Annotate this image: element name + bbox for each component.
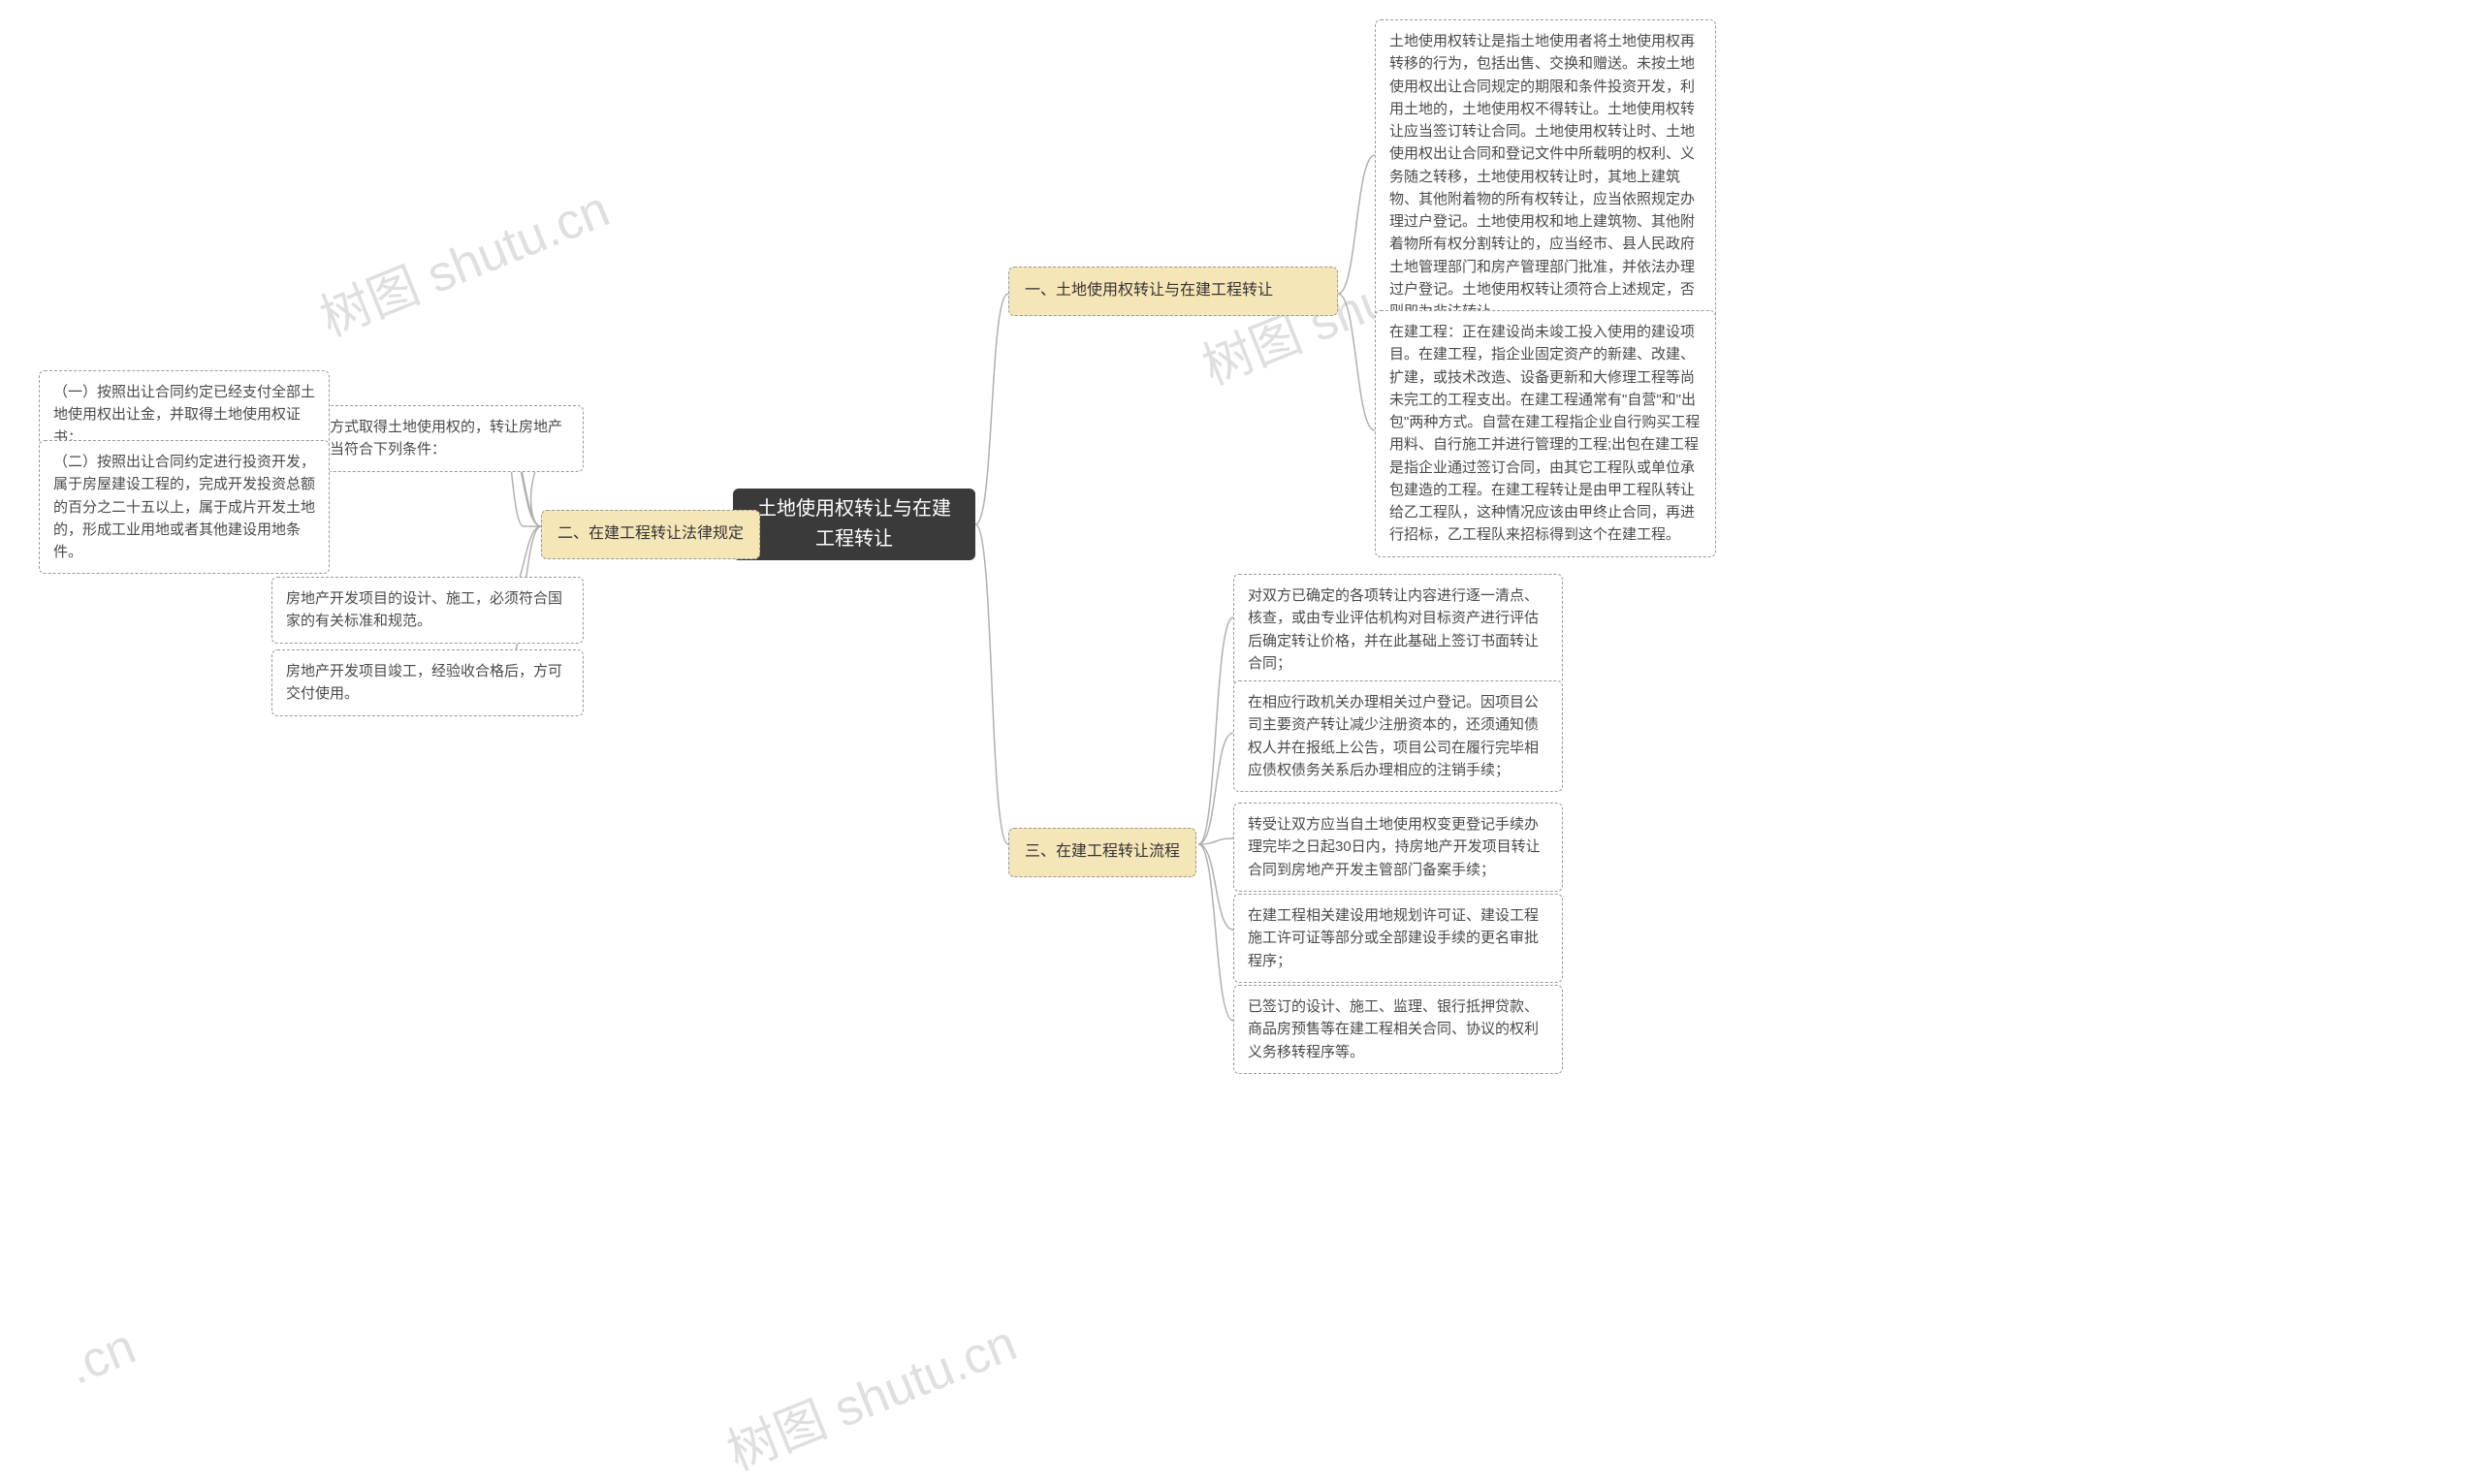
leaf-text: 转受让双方应当自土地使用权变更登记手续办理完毕之日起30日内，持房地产开发项目转…	[1248, 816, 1541, 878]
watermark: 树图 shutu.cn	[307, 169, 618, 351]
watermark: 树图 shutu.cn	[715, 1303, 1025, 1484]
leaf-text: （二）按照出让合同约定进行投资开发，属于房屋建设工程的，完成开发投资总额的百分之…	[53, 454, 315, 560]
leaf-text: 房地产开发项目的设计、施工，必须符合国家的有关标准和规范。	[286, 590, 562, 629]
branch-label: 三、在建工程转让流程	[1025, 843, 1180, 860]
leaf-node[interactable]: （二）按照出让合同约定进行投资开发，属于房屋建设工程的，完成开发投资总额的百分之…	[39, 440, 330, 574]
leaf-node[interactable]: 在相应行政机关办理相关过户登记。因项目公司主要资产转让减少注册资本的，还须通知债…	[1233, 680, 1563, 792]
leaf-text: 对双方已确定的各项转让内容进行逐一清点、核查，或由专业评估机构对目标资产进行评估…	[1248, 587, 1539, 672]
watermark: .cn	[59, 1317, 143, 1397]
branch-label: 一、土地使用权转让与在建工程转让	[1025, 282, 1273, 299]
leaf-node[interactable]: 已签订的设计、施工、监理、银行抵押贷款、商品房预售等在建工程相关合同、协议的权利…	[1233, 985, 1563, 1074]
root-label: 土地使用权转让与在建工程转让	[752, 494, 956, 554]
leaf-text: 在建工程相关建设用地规划许可证、建设工程施工许可证等部分或全部建设手续的更名审批…	[1248, 907, 1539, 969]
leaf-text: 土地使用权转让是指土地使用者将土地使用权再转移的行为，包括出售、交换和赠送。未按…	[1389, 33, 1695, 320]
root-node[interactable]: 土地使用权转让与在建工程转让	[733, 489, 975, 560]
leaf-node[interactable]: 对双方已确定的各项转让内容进行逐一清点、核查，或由专业评估机构对目标资产进行评估…	[1233, 574, 1563, 685]
branch-label: 二、在建工程转让法律规定	[557, 525, 744, 542]
leaf-node[interactable]: 在建工程相关建设用地规划许可证、建设工程施工许可证等部分或全部建设手续的更名审批…	[1233, 894, 1563, 983]
leaf-text: 在相应行政机关办理相关过户登记。因项目公司主要资产转让减少注册资本的，还须通知债…	[1248, 694, 1539, 778]
leaf-text: 房地产开发项目竣工，经验收合格后，方可交付使用。	[286, 663, 562, 702]
leaf-text: 在建工程：正在建设尚未竣工投入使用的建设项目。在建工程，指企业固定资产的新建、改…	[1389, 324, 1700, 543]
leaf-node[interactable]: 房地产开发项目的设计、施工，必须符合国家的有关标准和规范。	[271, 577, 584, 644]
leaf-text: （一）按照出让合同约定已经支付全部土地使用权出让金，并取得土地使用权证书；	[53, 384, 315, 446]
leaf-node[interactable]: 在建工程：正在建设尚未竣工投入使用的建设项目。在建工程，指企业固定资产的新建、改…	[1375, 310, 1716, 557]
leaf-node[interactable]: 土地使用权转让是指土地使用者将土地使用权再转移的行为，包括出售、交换和赠送。未按…	[1375, 19, 1716, 333]
leaf-node[interactable]: 房地产开发项目竣工，经验收合格后，方可交付使用。	[271, 649, 584, 716]
leaf-text: 已签订的设计、施工、监理、银行抵押贷款、商品房预售等在建工程相关合同、协议的权利…	[1248, 998, 1539, 1060]
branch-node-2[interactable]: 二、在建工程转让法律规定	[541, 510, 760, 559]
branch-node-3[interactable]: 三、在建工程转让流程	[1008, 828, 1196, 877]
leaf-node[interactable]: 转受让双方应当自土地使用权变更登记手续办理完毕之日起30日内，持房地产开发项目转…	[1233, 803, 1563, 892]
branch-node-1[interactable]: 一、土地使用权转让与在建工程转让	[1008, 267, 1338, 316]
